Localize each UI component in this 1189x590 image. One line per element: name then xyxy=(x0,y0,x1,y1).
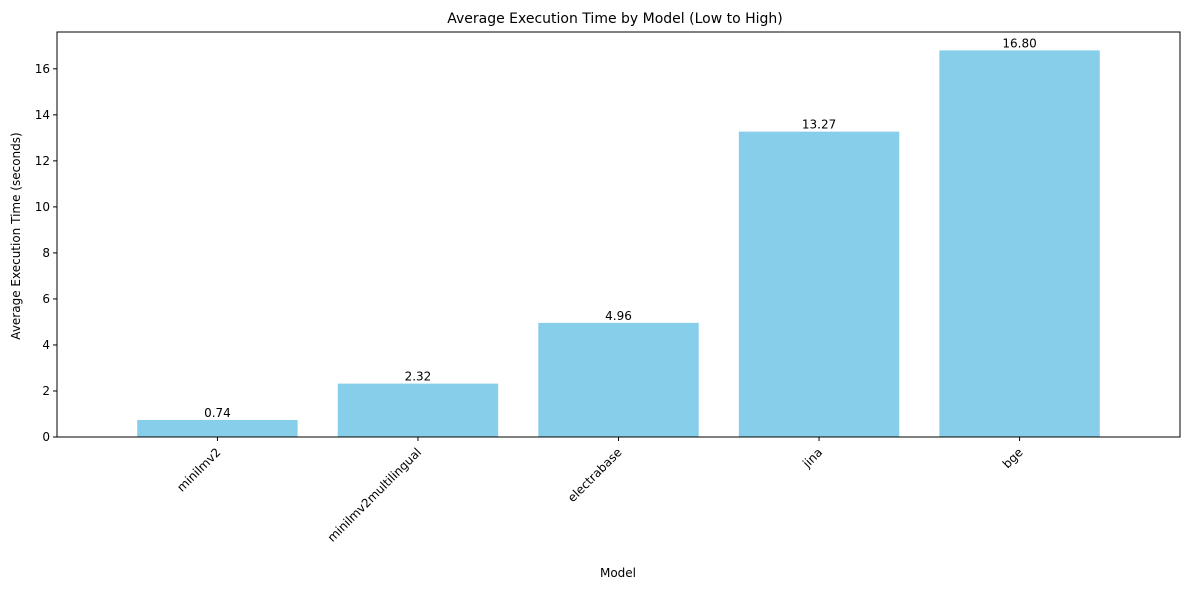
y-axis: 0 2 4 6 8 10 12 14 16 xyxy=(35,62,57,444)
y-tick-label: 10 xyxy=(35,200,50,214)
chart-title: Average Execution Time by Model (Low to … xyxy=(447,11,783,27)
x-axis: minilmv2 minilmv2multilingual electrabase j… xyxy=(174,437,1026,545)
value-label-minilmv2multilingual: 2.32 xyxy=(405,370,432,384)
bar-electrabase xyxy=(538,322,699,437)
y-tick-label: 0 xyxy=(42,430,50,444)
x-axis-label: Model xyxy=(600,566,636,580)
y-tick-label: 2 xyxy=(42,384,50,398)
y-tick-label: 12 xyxy=(35,154,50,168)
value-labels-group: 0.74 2.32 4.96 13.27 16.80 xyxy=(204,36,1037,420)
x-tick-label-jina: jina xyxy=(799,445,825,471)
x-tick-label-electrabase: electrabase xyxy=(565,445,625,505)
bar-jina xyxy=(738,131,900,437)
y-tick-label: 4 xyxy=(42,338,50,352)
value-label-electrabase: 4.96 xyxy=(605,309,632,323)
x-tick-label-minilmv2: minilmv2 xyxy=(174,445,223,494)
bar-minilmv2 xyxy=(137,419,298,437)
y-tick-label: 8 xyxy=(42,246,50,260)
bar-minilmv2multilingual xyxy=(337,383,499,437)
y-tick-label: 6 xyxy=(42,292,50,306)
y-axis-label: Average Execution Time (seconds) xyxy=(9,132,23,339)
x-tick-label-minilmv2multilingual: minilmv2multilingual xyxy=(325,445,424,544)
value-label-bge: 16.80 xyxy=(1002,36,1036,50)
value-label-minilmv2: 0.74 xyxy=(204,406,231,420)
bar-bge xyxy=(939,50,1100,437)
bars-group xyxy=(137,50,1100,437)
x-tick-label-bge: bge xyxy=(1000,445,1026,471)
y-tick-label: 14 xyxy=(35,108,50,122)
plot-frame xyxy=(56,31,1181,438)
y-tick-label: 16 xyxy=(35,62,50,76)
value-label-jina: 13.27 xyxy=(802,118,836,132)
